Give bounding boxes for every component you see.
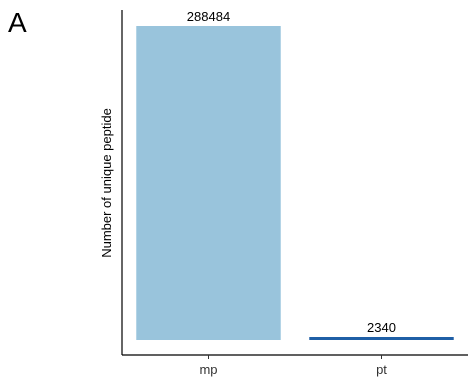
- x-ticks-group: [208, 355, 382, 359]
- panel-label: A: [8, 7, 27, 38]
- data-label-pt: 2340: [367, 320, 396, 335]
- data-label-mp: 288484: [187, 9, 230, 24]
- bar-pt: [309, 337, 454, 340]
- data-labels-group: 288484 2340: [187, 9, 396, 335]
- x-tick-labels-group: mp pt: [199, 362, 387, 377]
- y-axis-title: Number of unique peptide: [99, 108, 114, 258]
- bar-mp: [136, 26, 281, 340]
- x-tick-label-mp: mp: [199, 362, 217, 377]
- x-tick-label-pt: pt: [376, 362, 387, 377]
- bars-group: [136, 26, 454, 340]
